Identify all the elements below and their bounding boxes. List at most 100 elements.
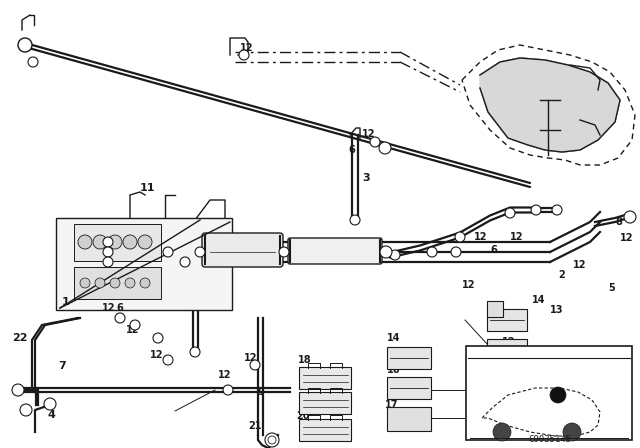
Circle shape	[108, 235, 122, 249]
Circle shape	[370, 137, 380, 147]
Circle shape	[455, 232, 465, 242]
Circle shape	[265, 433, 279, 447]
Text: 9: 9	[258, 387, 265, 397]
FancyBboxPatch shape	[487, 309, 527, 331]
Text: 17: 17	[385, 400, 399, 410]
FancyBboxPatch shape	[387, 377, 431, 399]
Circle shape	[195, 247, 205, 257]
FancyBboxPatch shape	[487, 301, 503, 317]
Circle shape	[28, 57, 38, 67]
Text: 12: 12	[218, 370, 232, 380]
Circle shape	[103, 237, 113, 247]
Text: 3: 3	[362, 173, 370, 183]
Circle shape	[163, 355, 173, 365]
Circle shape	[190, 347, 200, 357]
Text: 7: 7	[58, 361, 66, 371]
Text: 12: 12	[620, 233, 634, 243]
Circle shape	[20, 404, 32, 416]
Circle shape	[123, 235, 137, 249]
Text: 22: 22	[12, 333, 28, 343]
FancyBboxPatch shape	[387, 407, 431, 431]
Circle shape	[80, 278, 90, 288]
Circle shape	[563, 423, 581, 441]
FancyBboxPatch shape	[487, 339, 527, 361]
Circle shape	[12, 384, 24, 396]
Text: 20: 20	[296, 411, 310, 421]
Circle shape	[153, 333, 163, 343]
Text: 6: 6	[490, 245, 497, 255]
Circle shape	[223, 385, 233, 395]
Text: 12: 12	[474, 232, 488, 242]
Text: 2: 2	[558, 270, 564, 280]
Text: 14: 14	[387, 333, 401, 343]
FancyBboxPatch shape	[288, 238, 382, 264]
Text: 16: 16	[387, 365, 401, 375]
Circle shape	[95, 278, 105, 288]
Text: 19: 19	[298, 380, 312, 390]
Circle shape	[138, 235, 152, 249]
Circle shape	[44, 398, 56, 410]
Circle shape	[279, 247, 289, 257]
Text: 12: 12	[244, 353, 257, 363]
Circle shape	[552, 205, 562, 215]
Text: 12: 12	[18, 41, 31, 51]
Text: C0035145: C0035145	[529, 435, 572, 444]
Text: 12: 12	[573, 260, 586, 270]
Text: 14: 14	[532, 295, 545, 305]
Text: 12: 12	[126, 325, 140, 335]
Text: 12: 12	[462, 280, 476, 290]
Polygon shape	[480, 58, 620, 152]
Text: 15: 15	[508, 351, 522, 361]
FancyBboxPatch shape	[74, 224, 161, 261]
Circle shape	[350, 215, 360, 225]
Circle shape	[550, 387, 566, 403]
FancyBboxPatch shape	[504, 357, 551, 381]
Circle shape	[390, 250, 400, 260]
Text: 21: 21	[248, 421, 262, 431]
Text: 6: 6	[116, 303, 123, 313]
Circle shape	[103, 247, 113, 257]
Circle shape	[18, 38, 32, 52]
Text: 5: 5	[608, 283, 615, 293]
Circle shape	[250, 360, 260, 370]
Circle shape	[93, 235, 107, 249]
Circle shape	[140, 278, 150, 288]
Circle shape	[115, 313, 125, 323]
FancyBboxPatch shape	[202, 233, 283, 267]
Circle shape	[125, 278, 135, 288]
Circle shape	[130, 320, 140, 330]
Text: 8: 8	[615, 217, 622, 227]
FancyBboxPatch shape	[299, 367, 351, 389]
FancyBboxPatch shape	[299, 392, 351, 414]
Text: 12: 12	[102, 303, 115, 313]
Circle shape	[78, 235, 92, 249]
Circle shape	[427, 247, 437, 257]
Circle shape	[110, 278, 120, 288]
Text: 18: 18	[298, 355, 312, 365]
Circle shape	[379, 142, 391, 154]
Circle shape	[163, 247, 173, 257]
Circle shape	[180, 257, 190, 267]
FancyBboxPatch shape	[466, 346, 632, 440]
Circle shape	[103, 257, 113, 267]
Circle shape	[505, 208, 515, 218]
Text: 11: 11	[140, 183, 156, 193]
FancyBboxPatch shape	[299, 419, 351, 441]
Text: 13: 13	[550, 305, 563, 315]
Text: 12: 12	[510, 232, 524, 242]
Circle shape	[624, 211, 636, 223]
Text: 12: 12	[502, 337, 515, 347]
Circle shape	[531, 205, 541, 215]
Circle shape	[239, 50, 249, 60]
Text: 1: 1	[62, 297, 70, 307]
Text: 6: 6	[348, 145, 355, 155]
Text: 12: 12	[150, 350, 163, 360]
Circle shape	[380, 246, 392, 258]
FancyBboxPatch shape	[74, 267, 161, 299]
FancyBboxPatch shape	[56, 218, 232, 310]
Circle shape	[451, 247, 461, 257]
FancyBboxPatch shape	[387, 347, 431, 369]
Circle shape	[493, 423, 511, 441]
Text: 12: 12	[240, 43, 253, 53]
Text: 12: 12	[362, 129, 376, 139]
